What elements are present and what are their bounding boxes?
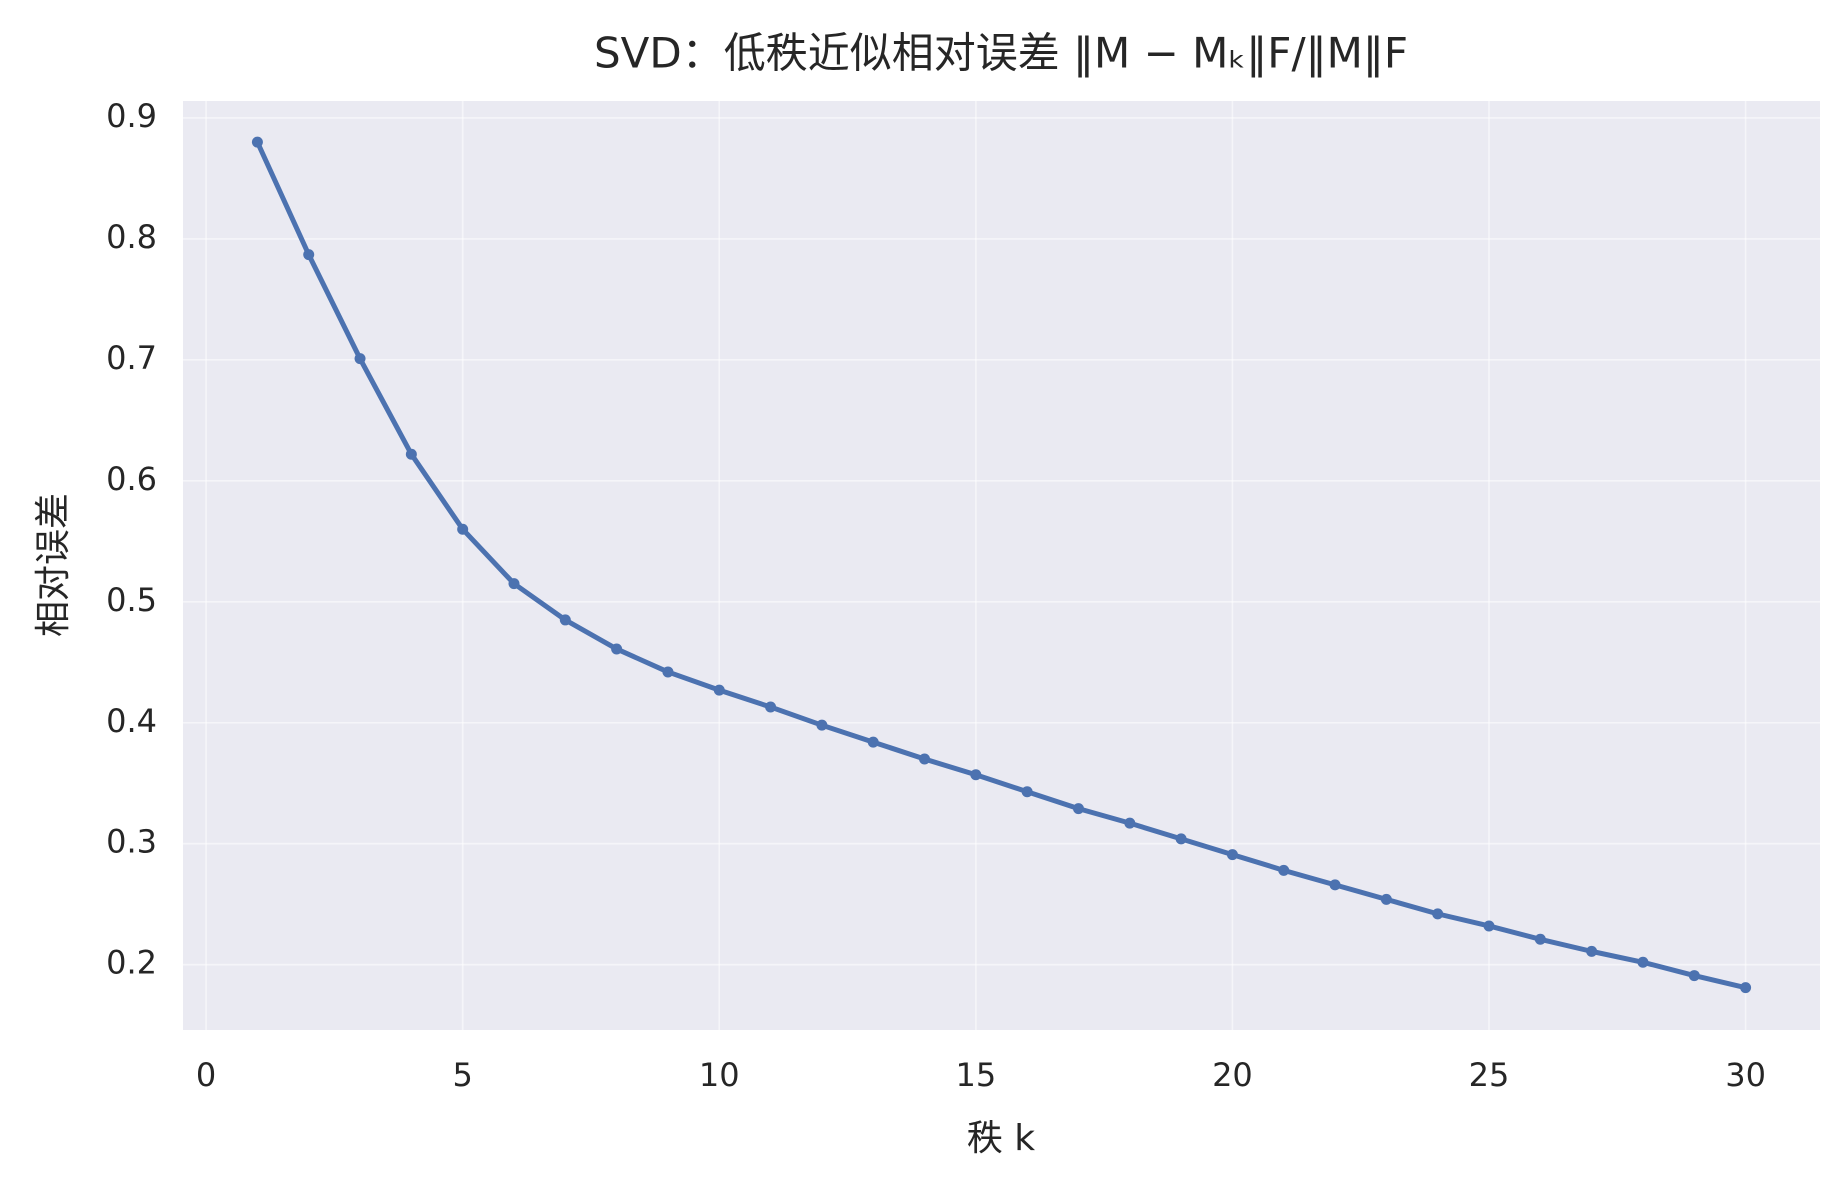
x-tick-label: 30: [1725, 1056, 1766, 1094]
x-tick-label: 20: [1212, 1056, 1253, 1094]
x-tick-label: 10: [699, 1056, 740, 1094]
data-point: [919, 753, 931, 765]
x-tick-label: 0: [196, 1056, 216, 1094]
data-point: [1072, 803, 1084, 815]
x-tick-label: 5: [452, 1056, 472, 1094]
data-point: [1175, 833, 1187, 845]
data-point: [405, 448, 417, 460]
x-axis-label: 秩 k: [967, 1118, 1035, 1159]
y-tick-label: 0.8: [106, 218, 157, 256]
data-point: [354, 353, 366, 365]
data-point: [1483, 920, 1495, 932]
x-tick-label: 15: [955, 1056, 996, 1094]
chart-title: SVD：低秩近似相对误差 ‖M − Mₖ‖F/‖M‖F: [594, 29, 1408, 78]
data-point: [1637, 956, 1649, 968]
y-tick-label: 0.2: [106, 944, 157, 982]
data-point: [765, 701, 777, 713]
data-point: [1226, 849, 1238, 861]
y-tick-label: 0.3: [106, 823, 157, 861]
data-point: [1432, 908, 1444, 920]
data-point: [508, 578, 520, 590]
y-tick-label: 0.4: [106, 702, 157, 740]
data-point: [662, 666, 674, 678]
y-tick-label: 0.5: [106, 581, 157, 619]
y-tick-label: 0.9: [106, 97, 157, 135]
data-point: [867, 736, 879, 748]
x-tick-label: 25: [1469, 1056, 1510, 1094]
data-point: [1740, 982, 1752, 994]
data-point: [303, 249, 315, 261]
data-point: [457, 523, 469, 535]
y-tick-label: 0.7: [106, 339, 157, 377]
plot-area: [183, 101, 1820, 1030]
data-line: [255, 141, 1747, 991]
y-tick-label: 0.6: [106, 460, 157, 498]
data-point: [1278, 864, 1290, 876]
data-point: [1329, 879, 1341, 891]
data-point: [1380, 893, 1392, 905]
data-point: [559, 614, 571, 626]
data-point: [1534, 933, 1546, 945]
data-point: [970, 769, 982, 781]
data-point: [816, 719, 828, 731]
data-point: [1124, 817, 1136, 829]
y-axis-label: 相对误差: [33, 493, 74, 637]
data-point: [1688, 970, 1700, 982]
data-point: [251, 136, 263, 148]
data-point: [713, 684, 725, 696]
data-point: [1586, 945, 1598, 957]
data-point: [1021, 786, 1033, 798]
data-point: [611, 643, 623, 655]
